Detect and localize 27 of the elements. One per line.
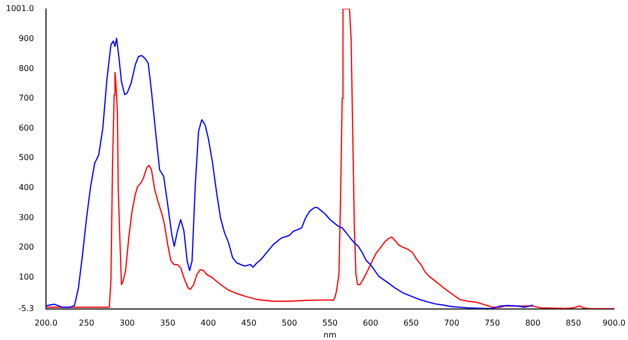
y-tick-label: 600 — [18, 123, 34, 132]
x-tick-label: 250 — [78, 318, 94, 328]
x-tick-label: 200.0 — [34, 318, 58, 328]
y-tick-label: -5.3 — [18, 304, 34, 313]
x-tick-label: 600 — [362, 318, 378, 328]
y-tick-label: 500 — [18, 153, 34, 162]
y-tick-label: 700 — [18, 94, 34, 103]
y-tick-label: 1001.0 — [6, 4, 34, 13]
y-tick-label: 900 — [18, 34, 34, 43]
x-tick-label: 750 — [484, 318, 500, 328]
y-tick-label: 800 — [18, 64, 34, 73]
x-tick-label: 300 — [119, 318, 135, 328]
y-tick-label: 100 — [18, 272, 34, 282]
y-tick-label: 400 — [18, 183, 34, 192]
x-tick-label: 700 — [444, 318, 460, 328]
x-tick-label: 650 — [404, 318, 419, 328]
x-tick-label: 800 — [525, 318, 540, 328]
x-tick-label: 900.0 — [602, 318, 626, 328]
x-tick-label: 400 — [200, 318, 216, 328]
y-tick-label: 300 — [18, 212, 34, 222]
x-tick-label: 450 — [241, 318, 256, 328]
x-tick-label: 550 — [322, 318, 338, 328]
x-tick-label: 350 — [160, 318, 176, 328]
y-tick-label: 200 — [18, 242, 34, 252]
x-tick-label: 500 — [282, 318, 298, 328]
x-tick-label: 850 — [566, 318, 582, 328]
x-axis-title: nm — [324, 330, 337, 340]
